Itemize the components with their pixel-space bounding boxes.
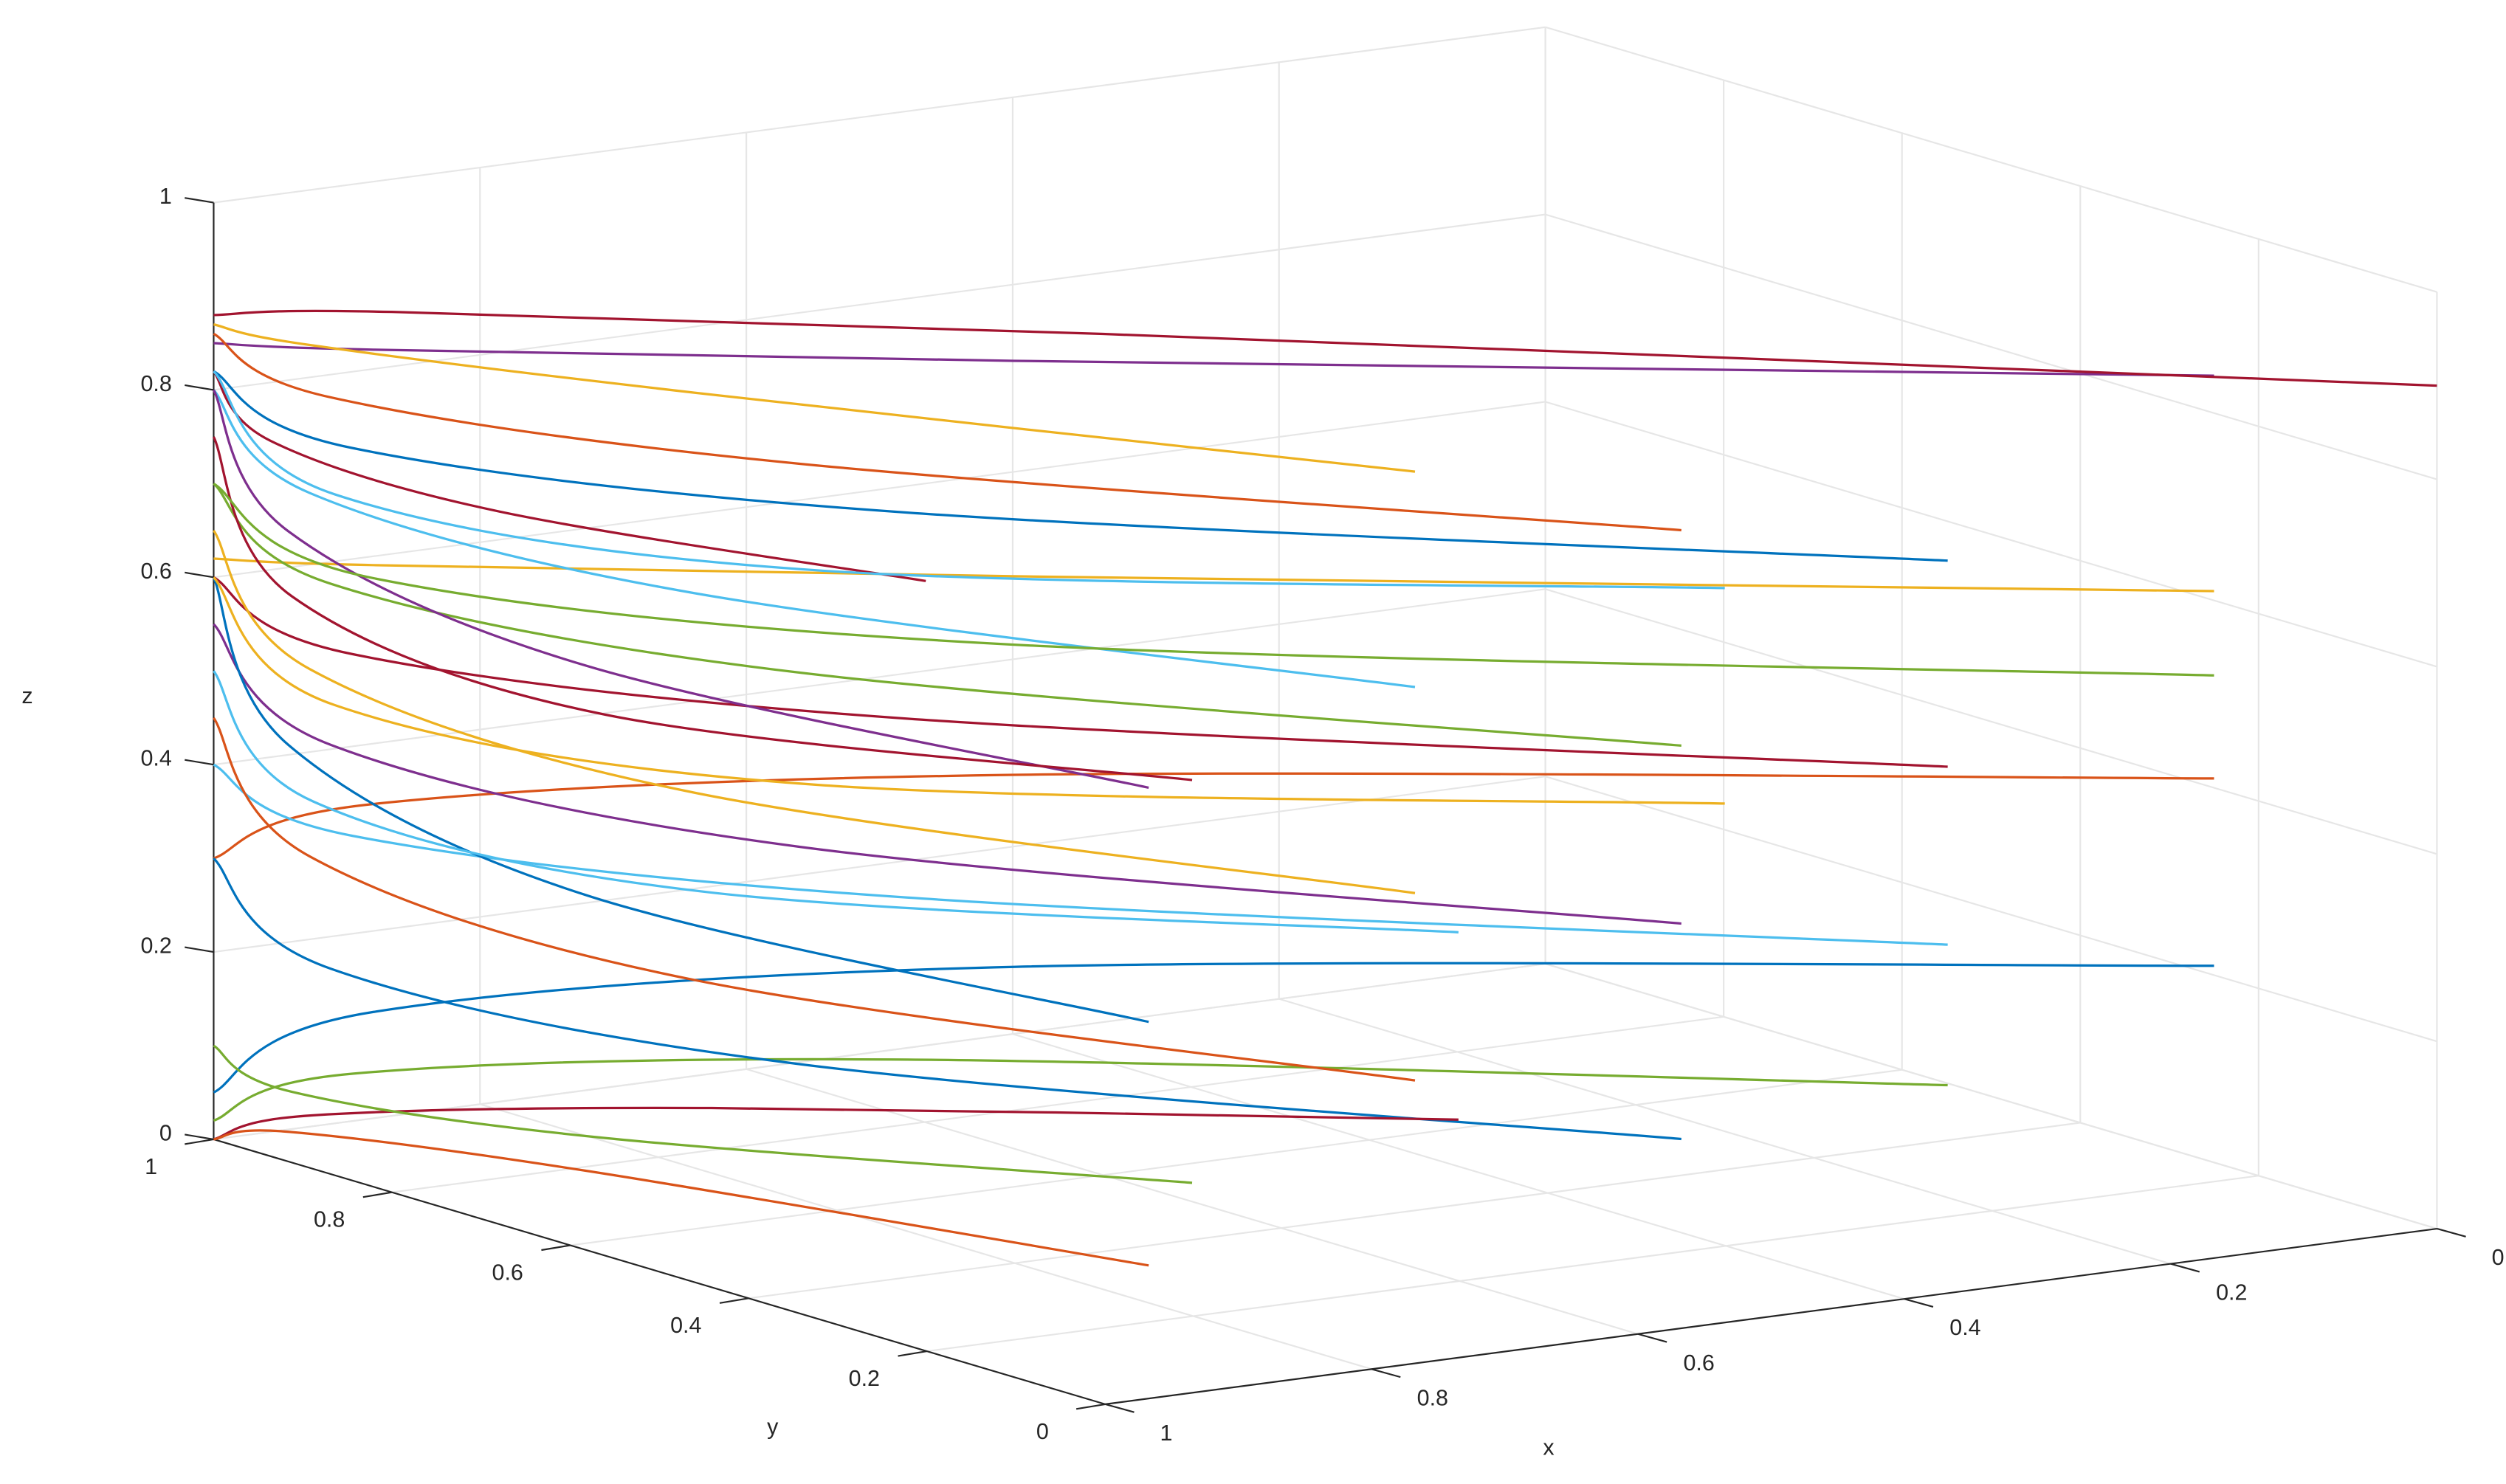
y-tick (541, 1244, 571, 1252)
z-tick (185, 197, 214, 204)
z-tick (185, 946, 214, 953)
z-tick-label: 1 (159, 184, 172, 209)
x-tick-label: 0.8 (1417, 1386, 1448, 1410)
z-tick-label: 0.8 (141, 372, 172, 396)
grid-line (479, 1103, 1372, 1370)
y-axis-label: y (767, 1415, 779, 1439)
y-axis (213, 1138, 1106, 1405)
trajectory (213, 332, 1681, 532)
x-tick (2170, 1263, 2200, 1273)
z-tick-label: 0 (159, 1122, 172, 1146)
trajectory (213, 529, 1416, 894)
trajectory (213, 717, 1416, 1082)
x-tick-label: 1 (1160, 1421, 1173, 1446)
trajectory (213, 370, 1725, 590)
x-axis-label: x (1543, 1436, 1554, 1460)
x-tick (1371, 1368, 1401, 1378)
z-axis-label: z (21, 684, 32, 708)
y-tick (719, 1297, 749, 1304)
x-axis (1105, 1227, 2437, 1405)
y-tick-label: 1 (145, 1155, 157, 1179)
trajectory (213, 962, 2214, 1094)
x-tick-label: 0.2 (2216, 1281, 2247, 1305)
grid-line (570, 1069, 1902, 1246)
trajectory (213, 763, 1948, 946)
y-tick (362, 1191, 393, 1198)
trajectory (213, 576, 1948, 768)
z-tick (185, 1133, 214, 1140)
grid-line (746, 1068, 1639, 1335)
y-tick-label: 0.4 (670, 1314, 701, 1338)
trajectory (213, 370, 1948, 562)
y-tick-label: 0.6 (492, 1261, 523, 1285)
x-tick (1904, 1298, 1934, 1308)
grid-line (213, 776, 1546, 953)
x-tick-label: 0.6 (1683, 1351, 1714, 1376)
y-tick (898, 1350, 927, 1357)
trajectory (212, 389, 1149, 790)
x-tick (2437, 1227, 2466, 1238)
z-tick-label: 0.2 (141, 934, 172, 959)
grid-line (213, 401, 1546, 579)
z-tick (185, 571, 214, 579)
x-tick-label: 0.4 (1949, 1316, 1980, 1340)
grid-line (1545, 213, 2437, 480)
trajectory (213, 772, 2214, 860)
trajectory (213, 1057, 1948, 1122)
z-tick-label: 0.4 (141, 747, 172, 771)
trajectory (213, 309, 2437, 387)
grid-line (213, 26, 1546, 204)
grid-line (748, 1122, 2081, 1300)
trajectory (213, 1129, 1149, 1267)
grid-line (1545, 963, 2437, 1230)
trajectory (213, 323, 1416, 473)
trajectory (213, 483, 1681, 748)
y-tick (1075, 1403, 1106, 1410)
grid-line (1545, 401, 2437, 668)
z-tick-label: 0.6 (141, 559, 172, 584)
trajectory (213, 370, 926, 582)
x-tick-label: 0 (2492, 1246, 2505, 1270)
trajectory (213, 483, 2214, 677)
grid-line (1545, 26, 2437, 293)
trajectory (212, 436, 1193, 781)
y-tick (185, 1138, 214, 1145)
grid-line (926, 1175, 2259, 1353)
x-tick (1637, 1333, 1667, 1343)
x-tick (1104, 1403, 1135, 1413)
trajectory (213, 557, 2214, 593)
z-tick (185, 759, 214, 766)
grid-line (1545, 588, 2437, 855)
grid-line (1545, 776, 2437, 1043)
trajectory (213, 1106, 1459, 1141)
y-tick-label: 0.8 (314, 1208, 345, 1232)
trajectory (213, 623, 1681, 925)
z-tick (185, 384, 214, 391)
grid-line (1012, 1033, 1905, 1300)
grid-line (391, 1015, 1724, 1193)
trajectory (213, 342, 2214, 377)
y-tick-label: 0.2 (849, 1367, 880, 1391)
trajectory (212, 576, 1149, 1024)
trajectory (213, 389, 1416, 688)
trajectory (213, 1044, 1193, 1184)
trajectory (213, 670, 1459, 933)
y-tick-label: 0 (1036, 1420, 1049, 1444)
grid-line (1278, 998, 2171, 1265)
grid-line (213, 588, 1546, 766)
trajectory (213, 576, 1725, 805)
